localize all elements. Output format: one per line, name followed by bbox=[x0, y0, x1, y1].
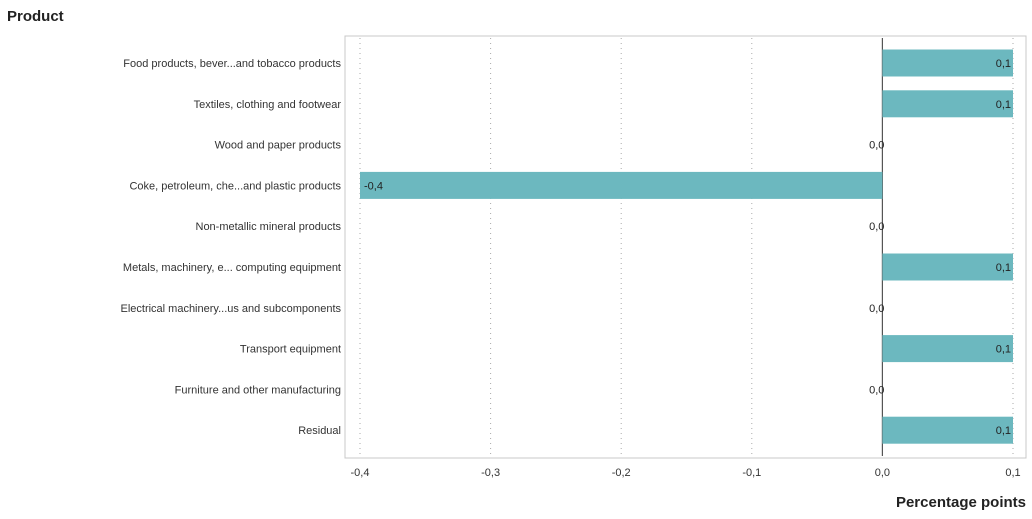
bar bbox=[882, 90, 1013, 118]
x-tick-label: -0,4 bbox=[351, 467, 370, 479]
category-label: Furniture and other manufacturing bbox=[175, 384, 341, 396]
data-label: 0,0 bbox=[869, 140, 884, 152]
data-label: 0,1 bbox=[996, 344, 1011, 356]
x-axis-title: Percentage points bbox=[895, 494, 1026, 511]
data-label: -0,4 bbox=[364, 180, 383, 192]
category-label: Textiles, clothing and footwear bbox=[194, 99, 342, 111]
category-label: Non-metallic mineral products bbox=[196, 221, 342, 233]
data-label: 0,1 bbox=[996, 262, 1011, 274]
bar bbox=[882, 49, 1013, 77]
x-tick-label: -0,3 bbox=[481, 467, 500, 479]
data-label: 0,1 bbox=[996, 58, 1011, 70]
bar bbox=[882, 416, 1013, 444]
y-axis-title: Product bbox=[7, 8, 64, 25]
category-labels: Food products, bever...and tobacco produ… bbox=[120, 58, 341, 437]
bar bbox=[360, 171, 883, 199]
x-tick-label: 0,0 bbox=[875, 467, 890, 479]
bar bbox=[882, 335, 1013, 363]
x-tick-label: -0,2 bbox=[612, 467, 631, 479]
category-label: Residual bbox=[298, 425, 341, 437]
data-label: 0,0 bbox=[869, 384, 884, 396]
data-label: 0,0 bbox=[869, 303, 884, 315]
x-tick-label: -0,1 bbox=[742, 467, 761, 479]
bar bbox=[882, 253, 1013, 281]
category-label: Electrical machinery...us and subcompone… bbox=[120, 303, 341, 315]
data-label: 0,1 bbox=[996, 425, 1011, 437]
category-label: Transport equipment bbox=[240, 344, 341, 356]
category-label: Coke, petroleum, che...and plastic produ… bbox=[129, 180, 341, 192]
x-tick-labels: -0,4 -0,3 -0,2 -0,1 0,0 0,1 bbox=[351, 467, 1021, 479]
data-label: 0,0 bbox=[869, 221, 884, 233]
x-tick-label: 0,1 bbox=[1005, 467, 1020, 479]
data-label: 0,1 bbox=[996, 99, 1011, 111]
bars bbox=[360, 49, 1013, 444]
data-labels: 0,1 0,1 0,0 -0,4 0,0 0,1 0,0 0,1 0,0 0,1 bbox=[364, 58, 1011, 437]
category-label: Food products, bever...and tobacco produ… bbox=[123, 58, 341, 70]
category-label: Wood and paper products bbox=[215, 140, 342, 152]
category-label: Metals, machinery, e... computing equipm… bbox=[123, 262, 341, 274]
